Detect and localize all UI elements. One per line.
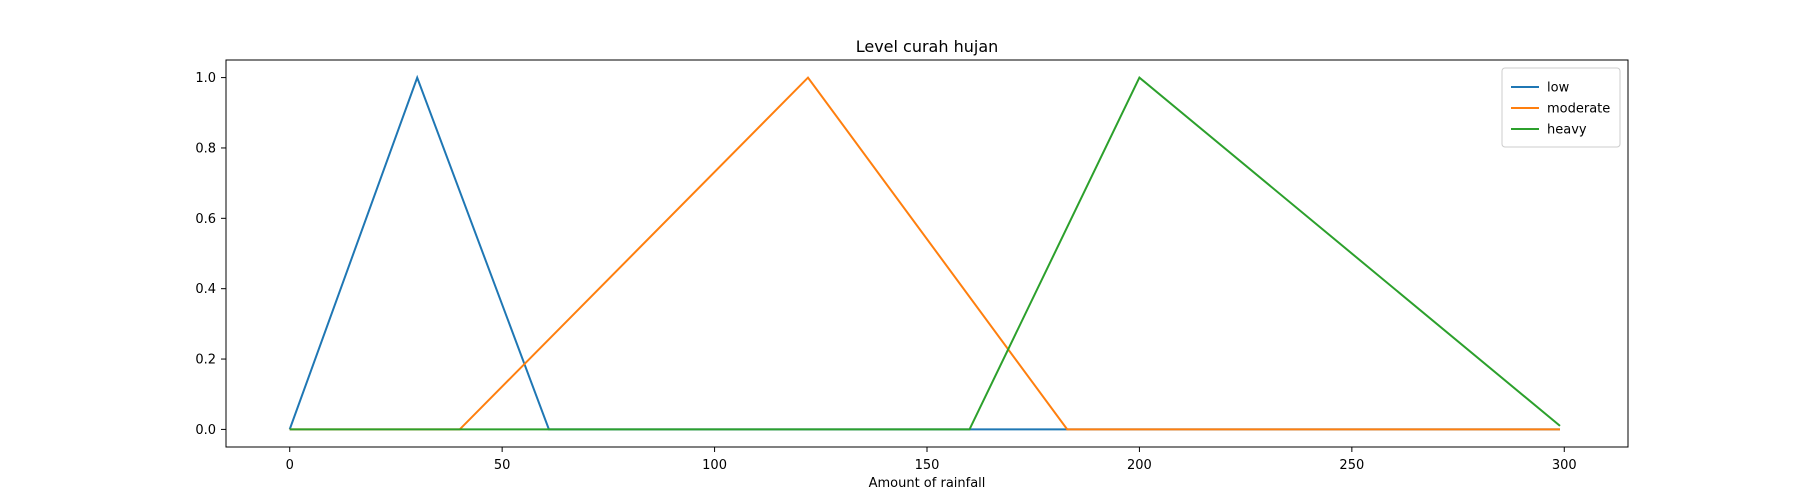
series-line-heavy xyxy=(289,76,1561,431)
x-tick-label: 200 xyxy=(1127,458,1152,473)
y-tick-label: 0.0 xyxy=(195,423,216,438)
y-tick-label: 0.6 xyxy=(195,212,216,227)
y-tick-label: 0.4 xyxy=(195,282,216,297)
legend: low moderate heavy xyxy=(1501,67,1621,148)
x-tick-label: 300 xyxy=(1552,458,1577,473)
y-tick-label: 0.8 xyxy=(195,141,216,156)
x-tick-label: 50 xyxy=(494,458,511,473)
x-tick-label: 150 xyxy=(915,458,940,473)
chart-title: Level curah hujan xyxy=(856,37,999,56)
plot-frame xyxy=(225,59,1629,448)
x-tick-label: 0 xyxy=(286,458,294,473)
y-tick-label: 0.2 xyxy=(195,353,216,368)
x-axis-label: Amount of rainfall xyxy=(869,476,986,491)
y-tick-label: 1.0 xyxy=(195,71,216,86)
series-line-low xyxy=(288,74,1560,431)
legend-label-low: low xyxy=(1547,81,1570,96)
x-tick-label: 250 xyxy=(1339,458,1364,473)
x-tick-label: 100 xyxy=(702,458,727,473)
series-line-moderate xyxy=(289,76,1560,431)
legend-label-moderate: moderate xyxy=(1547,102,1610,117)
legend-label-heavy: heavy xyxy=(1547,123,1587,138)
